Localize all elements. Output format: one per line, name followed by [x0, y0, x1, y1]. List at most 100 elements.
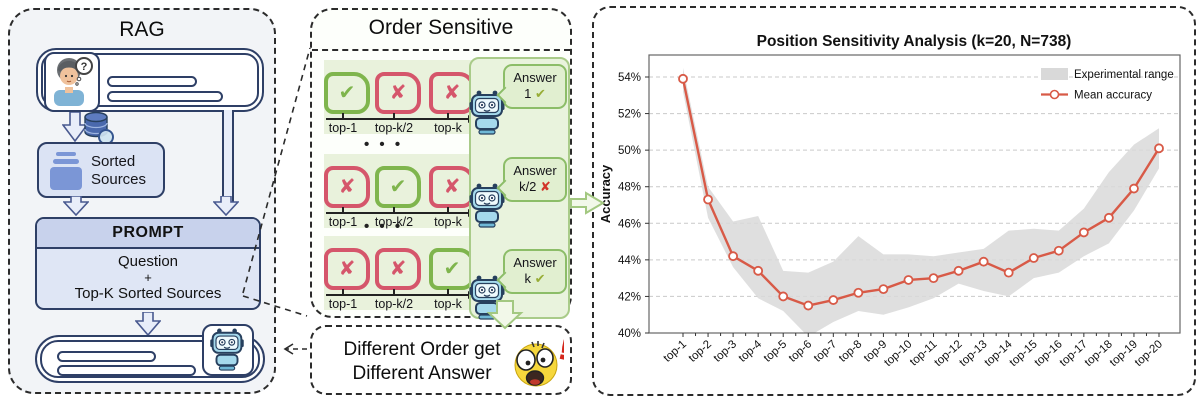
data-point — [853, 287, 864, 298]
data-point — [778, 291, 789, 302]
x-tick-label: top-3 — [712, 338, 740, 364]
data-point — [1003, 267, 1014, 278]
data-point — [928, 273, 939, 284]
tick-label: top-k/2 — [374, 121, 414, 135]
answer-word: Answer — [513, 255, 557, 270]
answers-panel: Answer 1 ✔ Answer k/2 ✘ Answer k ✔ — [469, 57, 570, 320]
query-text-line — [107, 91, 223, 102]
answer-word: Answer — [513, 163, 557, 178]
data-point — [678, 73, 688, 84]
answer-id: 1 ✔ — [505, 86, 565, 102]
chart-plot: 40%42%44%46%48%50%52%54%top-1top-2top-3t… — [618, 54, 1181, 369]
legend-band-swatch — [1041, 68, 1068, 80]
data-point — [978, 256, 989, 267]
tick-label: top-k — [434, 121, 462, 135]
x-tick-label: top-7 — [812, 338, 840, 364]
ellipsis-dots: • • • — [364, 218, 404, 235]
y-tick-label: 42% — [618, 291, 641, 303]
source-box: ✘ — [375, 72, 421, 114]
stacked-sources-icon — [50, 152, 82, 190]
arrow-down-icon — [213, 196, 239, 216]
x-tick-label: top-4 — [737, 338, 765, 365]
axis-tick — [342, 113, 344, 118]
data-point — [803, 300, 814, 311]
x-tick-label: top-13 — [957, 338, 989, 369]
axis-tick — [342, 207, 344, 212]
svg-text:?: ? — [81, 61, 88, 73]
answer-id-text: 1 — [524, 86, 532, 101]
svg-text:!: ! — [555, 336, 564, 367]
chart-panel: Position Sensitivity Analysis (k=20, N=7… — [592, 6, 1196, 396]
prompt-box: PROMPT Question + Top-K Sorted Sources — [35, 217, 261, 310]
arrow-down-icon — [135, 312, 161, 336]
answer-mark: ✔ — [534, 87, 546, 102]
data-point — [953, 265, 964, 276]
order-row-3: ✘ ✘ ✔ top-1 top-k/2 top-k — [324, 236, 475, 311]
axis-tick — [393, 207, 395, 212]
x-tick-label: top-1 — [661, 338, 689, 364]
mean-accuracy-line — [681, 78, 1161, 307]
x-tick-label: top-17 — [1058, 338, 1090, 369]
prompt-plus: + — [144, 270, 152, 285]
prompt-body: Question + Top-K Sorted Sources — [37, 249, 259, 303]
conclusion-box: Different Order get Different Answer ! — [310, 325, 572, 395]
x-tick-label: top-5 — [762, 338, 790, 364]
dashed-arrow-left — [283, 343, 307, 355]
prompt-topk-sources: Top-K Sorted Sources — [74, 285, 222, 302]
prompt-header: PROMPT — [37, 219, 259, 249]
position-sensitivity-chart: Position Sensitivity Analysis (k=20, N=7… — [598, 33, 1181, 369]
chart-ylabel: Accuracy — [598, 164, 613, 223]
answer-bubble-k2: Answer k/2 ✘ — [496, 157, 567, 202]
x-tick-label: top-8 — [837, 338, 865, 364]
answer-mark: ✘ — [540, 180, 551, 195]
source-box: ✘ — [324, 248, 370, 290]
x-tick-label: top-19 — [1108, 338, 1140, 369]
rank-axis — [326, 212, 468, 214]
y-tick-label: 46% — [618, 218, 641, 230]
y-tick-label: 40% — [618, 328, 641, 340]
conclusion-caption: Different Order get Different Answer — [322, 338, 522, 386]
data-point — [1053, 245, 1064, 256]
sorted-sources-box: Sorted Sources — [37, 142, 165, 198]
data-point — [1103, 212, 1114, 223]
data-point — [903, 275, 914, 285]
sorted-sources-label: Sorted Sources — [91, 153, 146, 189]
x-tick-label: top-15 — [1007, 338, 1039, 369]
database-search-icon — [84, 111, 117, 148]
robot-icon — [210, 328, 244, 371]
tick-label: top-k — [434, 297, 462, 311]
x-tick-label: top-6 — [787, 338, 815, 364]
tick-label: top-1 — [328, 215, 358, 229]
axis-tick — [447, 289, 449, 294]
y-tick-label: 54% — [618, 72, 641, 84]
order-sensitive-title: Order Sensitive — [368, 16, 514, 39]
answer-mark: ✔ — [534, 272, 546, 287]
order-row-1: ✔ ✘ ✘ top-1 top-k/2 top-k — [324, 60, 475, 135]
tick-label: top-1 — [328, 121, 358, 135]
order-row-2: ✘ ✔ ✘ top-1 top-k/2 top-k — [324, 154, 475, 229]
axis-tick — [393, 113, 395, 118]
data-point — [878, 284, 889, 295]
rag-title: RAG — [119, 18, 165, 41]
sorted-label-line1: Sorted — [91, 153, 136, 170]
source-box: ✔ — [375, 166, 421, 208]
legend-band-label: Experimental range — [1074, 69, 1174, 81]
sorted-label-line2: Sources — [91, 171, 147, 188]
answer-id-text: k — [524, 271, 531, 286]
query-text-line — [107, 76, 197, 87]
caption-line2: Different Answer — [352, 363, 492, 384]
answer-bubble-k: Answer k ✔ — [496, 249, 567, 294]
user-avatar: ? — [44, 52, 100, 112]
rank-axis — [326, 294, 468, 296]
legend-line-label: Mean accuracy — [1074, 90, 1152, 102]
y-tick-label: 52% — [618, 109, 641, 121]
data-point — [753, 265, 764, 276]
y-tick-label: 44% — [618, 255, 641, 267]
x-tick-label: top-12 — [932, 338, 964, 369]
source-box: ✘ — [375, 248, 421, 290]
response-text-line — [57, 365, 196, 376]
tick-label: top-k — [434, 215, 462, 229]
query-to-prompt-connector — [222, 110, 234, 202]
plot-frame — [648, 54, 1181, 334]
x-tick-label: top-2 — [687, 338, 715, 364]
